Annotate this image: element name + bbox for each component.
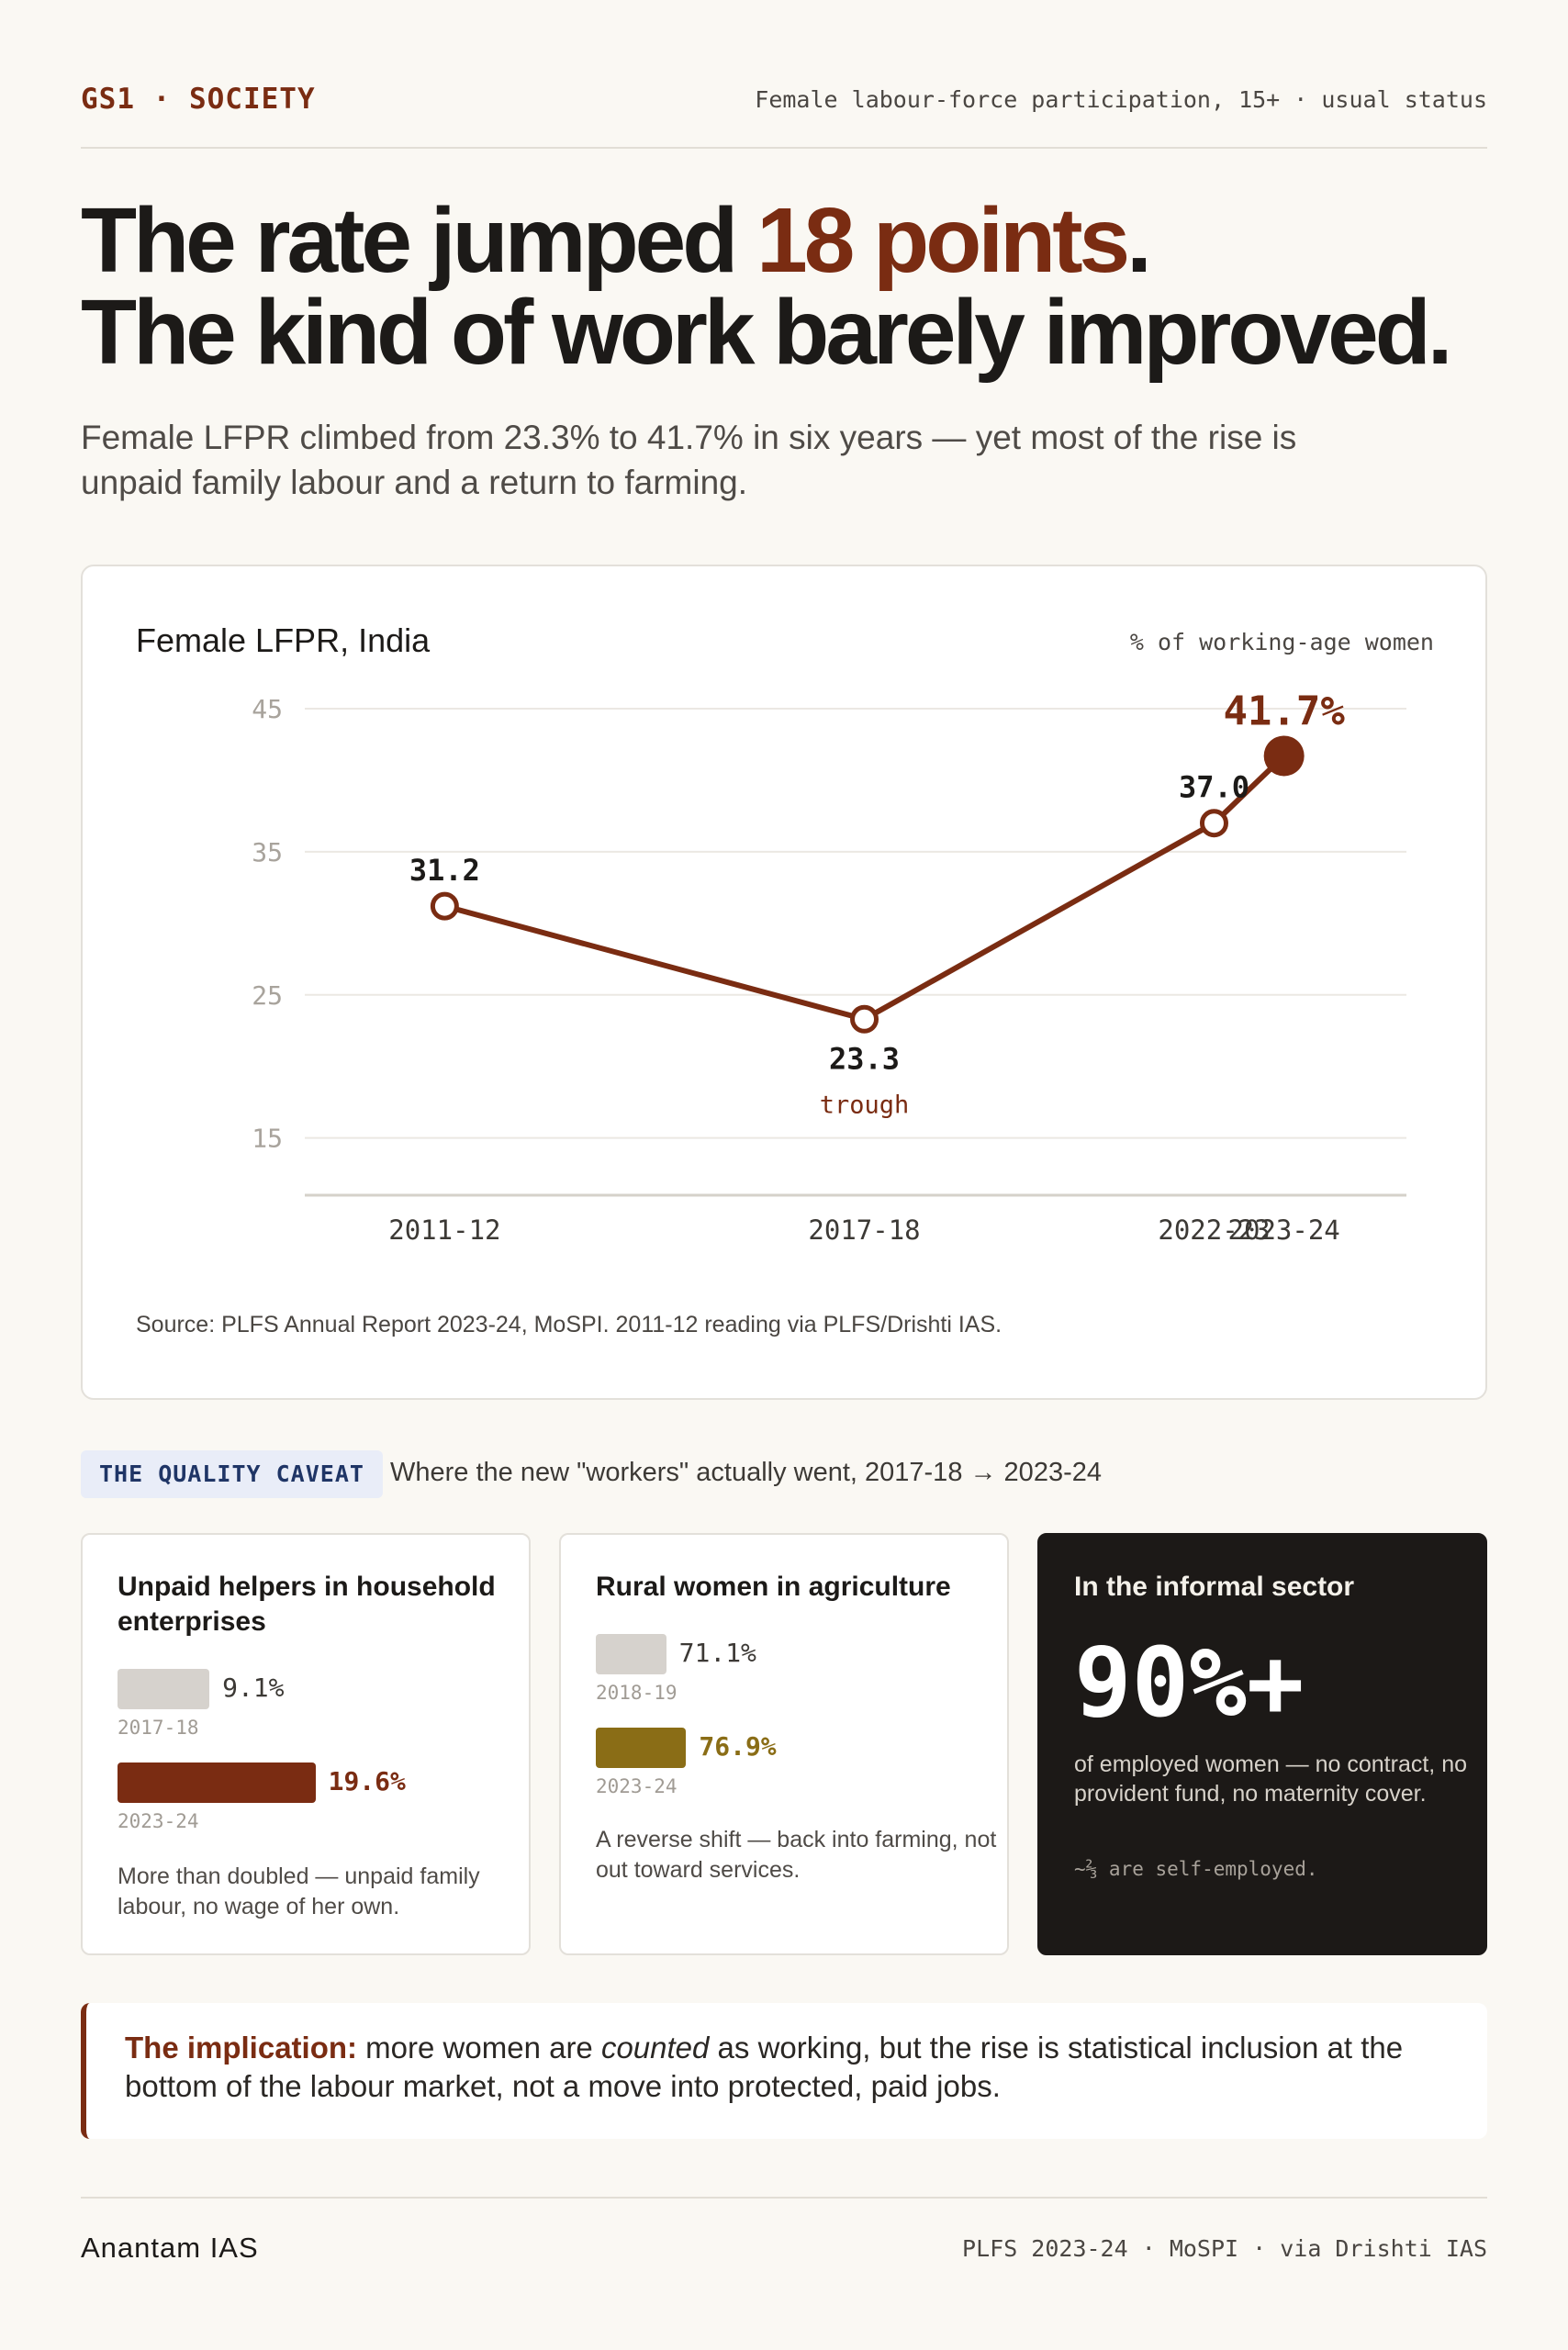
card-rural-agriculture: Rural women in agriculture 71.1% 2018-19…	[559, 1533, 1009, 1955]
x-tick-label: 2023-24	[1228, 1214, 1340, 1246]
bar-value: 71.1%	[678, 1638, 756, 1668]
data-point	[1199, 809, 1228, 838]
bar-year: 2023-24	[596, 1775, 678, 1797]
chart-unit: % of working-age women	[1129, 629, 1434, 655]
bar-2023-24	[596, 1728, 687, 1768]
bar-2023-24	[118, 1762, 316, 1803]
chart-title: Female LFPR, India	[136, 621, 431, 659]
card-note: More than doubled — unpaid family labour…	[118, 1863, 480, 1919]
data-point	[850, 1004, 879, 1034]
brand: Anantam IAS	[81, 2232, 259, 2264]
y-tick-label: 15	[252, 1124, 283, 1154]
data-label: 23.3	[829, 1041, 900, 1076]
card-title: Unpaid helpers in household enterprises	[118, 1572, 496, 1637]
bar-value: 19.6%	[328, 1766, 406, 1796]
data-point	[430, 891, 459, 921]
card-informal-sector: In the informal sector 90%+ of employed …	[1037, 1533, 1487, 1955]
card-unpaid-helpers: Unpaid helpers in household enterprises …	[81, 1533, 531, 1955]
footer-source: PLFS 2023-24 · MoSPI · via Drishti IAS	[962, 2235, 1487, 2262]
bar-2017-18	[118, 1669, 210, 1709]
headline-accent: 18 points	[756, 189, 1130, 292]
big-stat: 90%+	[1074, 1627, 1305, 1739]
card-title: In the informal sector	[1074, 1572, 1355, 1602]
section-kicker: GS1 · SOCIETY	[81, 83, 316, 116]
series-line	[442, 753, 1287, 1023]
implication-post: as working, but the rise is statistical …	[125, 2031, 1404, 2103]
annotation-trough: trough	[820, 1091, 910, 1119]
caveat-tag: THE QUALITY CAVEAT	[81, 1450, 383, 1498]
implication-em: counted	[600, 2031, 710, 2065]
x-tick-label: 2011-12	[388, 1214, 500, 1246]
y-tick-label: 25	[252, 980, 283, 1011]
card-note: of employed women — no contract, no prov…	[1074, 1751, 1468, 1807]
top-bar: GS1 · SOCIETY Female labour-force partic…	[81, 81, 1487, 149]
x-tick-label: 2022-23	[1158, 1214, 1270, 1246]
data-label: 37.0	[1179, 770, 1249, 805]
bar-year: 2018-19	[596, 1682, 678, 1704]
data-label: 41.7%	[1223, 688, 1345, 734]
headline-line-2: The kind of work barely improved.	[81, 281, 1453, 384]
y-tick-label: 35	[252, 837, 283, 867]
data-label: 31.2	[409, 853, 480, 888]
footer: Anantam IAS PLFS 2023-24 · MoSPI · via D…	[81, 2197, 1487, 2288]
bar-value: 76.9%	[699, 1731, 777, 1762]
y-tick-label: 45	[252, 694, 283, 724]
subhead: Female LFPR climbed from 23.3% to 41.7% …	[81, 419, 1297, 501]
card-note: A reverse shift — back into farming, not…	[596, 1827, 997, 1883]
headline: The rate jumped 18 points. The kind of w…	[81, 195, 1513, 378]
chart-card: Female LFPR, India % of working-age wome…	[81, 565, 1487, 1400]
bar-year: 2017-18	[118, 1717, 199, 1739]
data-point-highlight	[1263, 735, 1305, 777]
headline-line-1: The rate jumped 18 points.	[81, 195, 1513, 286]
bar-value: 9.1%	[222, 1673, 285, 1703]
headline-post: .	[1126, 189, 1152, 292]
implication-pre: more women are	[357, 2031, 601, 2065]
card-small-note: ~⅔ are self-employed.	[1074, 1858, 1318, 1880]
headline-pre: The rate jumped	[81, 189, 757, 292]
implication-lead: The implication:	[125, 2031, 358, 2065]
caveat-text: Where the new "workers" actually went, 2…	[390, 1458, 1102, 1487]
bar-2018-19	[596, 1634, 666, 1674]
chart-source: Source: PLFS Annual Report 2023-24, MoSP…	[136, 1312, 1002, 1337]
bar-year: 2023-24	[118, 1810, 199, 1832]
implication-callout: The implication: more women are counted …	[81, 2003, 1487, 2139]
x-tick-label: 2017-18	[808, 1214, 920, 1246]
card-title: Rural women in agriculture	[596, 1572, 951, 1602]
header-note: Female labour-force participation, 15+ ·…	[755, 86, 1487, 113]
